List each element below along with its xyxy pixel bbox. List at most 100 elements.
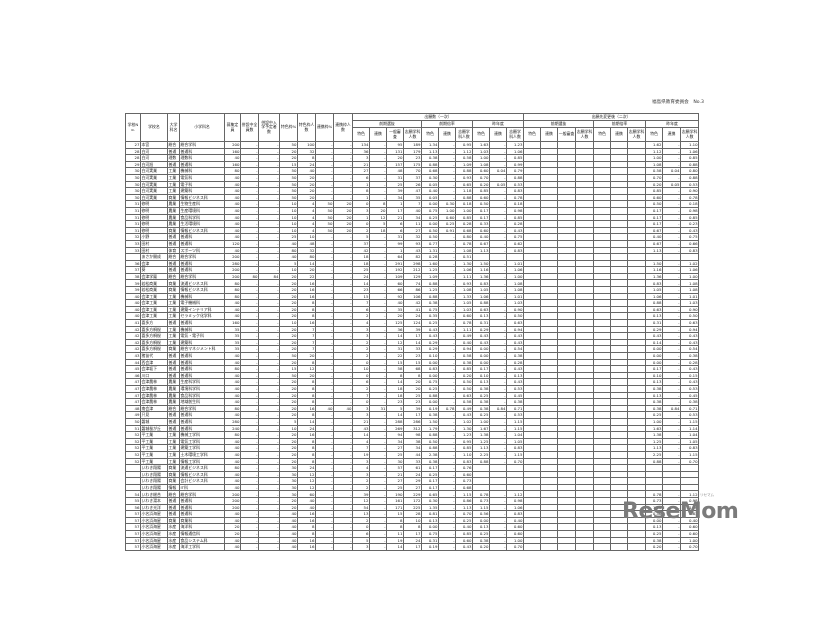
first-round-cell: 61 — [403, 464, 422, 472]
second-round-cell — [627, 200, 647, 208]
table-row: 32 小野 普通 普通科 40- -25 10- -5-31 32 0.50-0.80 0.40-0… — [125, 233, 700, 241]
first-round-cell: - — [489, 220, 507, 228]
table-row: 42 喜多方桐桜 商業 総合マネジメント科 35- -20 7- -2-31 33 0.29-0.… — [125, 345, 700, 353]
table-cell: 水産 — [167, 543, 180, 551]
table-cell: 白河実業 — [140, 167, 168, 175]
table-cell: - — [258, 477, 280, 485]
second-round-cell: 0.17 — [645, 365, 664, 373]
first-round-cell: 0.86 — [455, 497, 473, 505]
second-round-cell — [557, 450, 577, 459]
table-cell: 5 — [279, 417, 298, 426]
second-round-cell — [540, 325, 559, 334]
table-cell: - — [315, 378, 334, 386]
column-header: 学校No. — [125, 113, 141, 142]
table-cell: - — [315, 444, 334, 452]
first-round-cell: 1.13 — [472, 444, 490, 452]
table-cell: - — [240, 147, 259, 156]
first-round-cell: 1.00 — [472, 154, 490, 162]
second-round-cell — [557, 233, 577, 241]
second-round-cell — [523, 325, 542, 334]
column-header: 志願学科人数 — [627, 127, 647, 142]
first-round-cell: 0.43 — [455, 411, 473, 419]
second-round-cell — [540, 411, 559, 419]
second-round-cell — [610, 345, 629, 353]
second-round-cell — [593, 444, 612, 452]
table-cell: - — [258, 490, 280, 499]
table-cell: 20 — [279, 503, 298, 512]
first-round-cell: 1.06 — [455, 266, 473, 274]
table-cell: - — [258, 332, 280, 340]
table-cell: 40 — [224, 450, 241, 459]
table-cell: - — [258, 279, 280, 288]
second-round-cell: 0.20 — [645, 543, 664, 551]
first-round-cell: 5 — [352, 233, 370, 241]
table-cell: 20 — [297, 180, 316, 189]
table-cell: 49 — [125, 411, 141, 419]
second-round-cell — [610, 365, 629, 373]
table-cell: - — [258, 286, 280, 294]
second-round-cell: - — [662, 417, 682, 426]
table-cell: - — [240, 510, 259, 518]
second-round-cell — [627, 371, 647, 380]
table-cell: - — [240, 431, 259, 439]
first-round-cell: 2.38 — [421, 450, 439, 459]
first-round-cell: 0 — [352, 523, 370, 532]
second-round-cell — [575, 431, 595, 439]
first-round-cell: 1.13 — [472, 246, 490, 255]
second-round-cell: 0.04 — [662, 167, 682, 175]
table-cell: - — [240, 173, 259, 182]
table-cell: いわき翔陽 — [140, 477, 168, 485]
table-cell: 20 — [297, 173, 316, 182]
first-round-cell: 129 — [403, 272, 422, 281]
second-round-cell — [593, 398, 612, 406]
first-round-cell: 42 — [403, 299, 422, 307]
table-cell: - — [258, 444, 280, 452]
first-round-cell: - — [438, 490, 456, 499]
document-header-title: 福島県教育委員会 No.3 — [652, 100, 704, 105]
table-cell: - — [258, 200, 280, 208]
table-cell: 普通 — [167, 319, 180, 327]
first-round-cell: 8 — [352, 187, 370, 195]
second-round-cell — [627, 483, 647, 492]
first-round-cell: 2 — [352, 352, 370, 360]
second-round-cell: 0.66 — [680, 239, 700, 248]
first-round-cell: - — [489, 543, 507, 551]
first-round-cell: 0.78 — [472, 490, 490, 499]
first-round-cell: 20 — [403, 384, 422, 393]
subgroup-header: 前期倍率 — [421, 120, 473, 128]
second-round-cell — [523, 246, 542, 255]
first-round-cell: 0.20 — [472, 543, 490, 551]
table-cell: 4 — [297, 213, 316, 222]
first-round-cell: - — [438, 266, 456, 274]
table-cell: 52 — [125, 431, 141, 439]
table-cell: 普通 — [167, 424, 180, 433]
first-round-cell: 47 — [403, 187, 422, 195]
first-round-cell: - — [369, 233, 387, 241]
table-cell: - — [315, 483, 334, 492]
column-header: 志願学科人数 — [505, 127, 525, 142]
first-round-cell: 8 — [386, 371, 404, 380]
second-round-cell — [575, 338, 595, 347]
second-round-cell — [627, 431, 647, 439]
first-round-cell: 6 — [352, 173, 370, 182]
table-cell: 総合学科 — [179, 490, 225, 499]
table-cell: 白河 — [140, 154, 168, 162]
column-header: 併設中全員数 — [240, 113, 259, 142]
second-round-cell: 1.38 — [645, 431, 664, 439]
second-round-cell — [593, 503, 612, 512]
first-round-cell: 39 — [403, 325, 422, 334]
second-round-cell — [575, 470, 595, 479]
first-round-cell: 0.88 — [421, 391, 439, 400]
table-cell: 食品科学科 — [179, 213, 225, 222]
table-cell: - — [333, 464, 353, 472]
table-cell: 30 — [279, 490, 298, 499]
second-round-cell — [540, 384, 559, 393]
table-cell: 12 — [297, 365, 316, 373]
table-cell: 5 — [279, 259, 298, 268]
second-round-cell — [627, 312, 647, 321]
table-row: 29 白河旭 普通 普通科 160- -15 24- -21-157 175 0.88-1.09 1… — [125, 160, 700, 169]
first-round-cell: - — [369, 358, 387, 367]
first-round-cell: - — [369, 332, 387, 340]
first-round-cell: 0.78 — [438, 404, 456, 413]
table-row: 30 白河実業 工業 電子科 40- -50 20- -1-25 26 0.05-0.65 0.20… — [125, 180, 700, 189]
